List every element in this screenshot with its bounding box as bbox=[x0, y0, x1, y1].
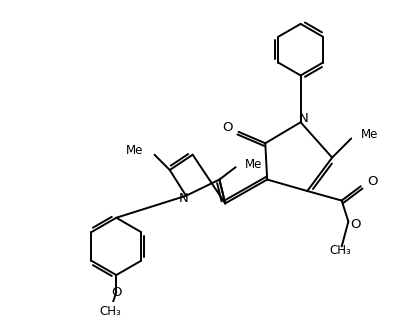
Text: O: O bbox=[111, 286, 122, 299]
Text: Me: Me bbox=[361, 128, 378, 141]
Text: O: O bbox=[350, 218, 360, 231]
Text: CH₃: CH₃ bbox=[100, 305, 122, 316]
Text: N: N bbox=[299, 112, 308, 125]
Text: O: O bbox=[367, 175, 378, 188]
Text: Me: Me bbox=[245, 158, 263, 171]
Text: Me: Me bbox=[126, 144, 143, 157]
Text: CH₃: CH₃ bbox=[330, 244, 352, 257]
Text: O: O bbox=[222, 121, 232, 135]
Text: N: N bbox=[179, 192, 189, 205]
